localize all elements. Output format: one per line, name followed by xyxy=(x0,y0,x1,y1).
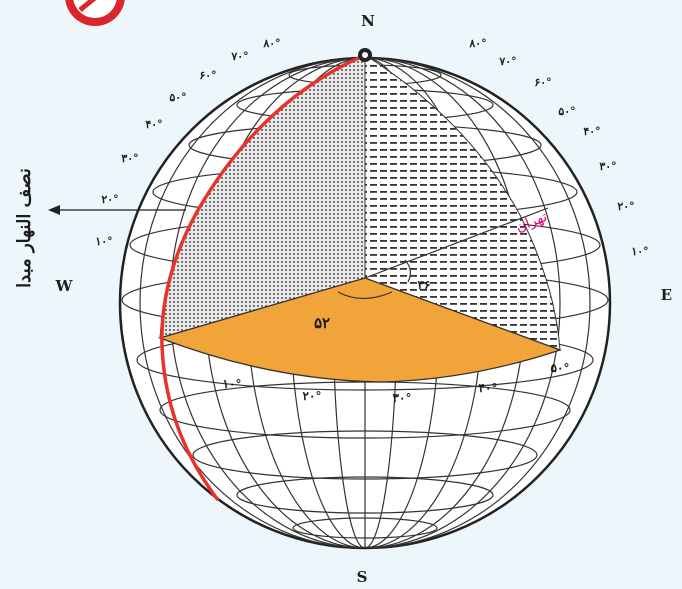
right-lat-label: ۳۰° xyxy=(599,160,616,173)
badge-icon xyxy=(65,0,125,26)
left-lat-label: ۳۰° xyxy=(121,152,138,165)
longitude-label: ۵۰° xyxy=(551,361,570,375)
longitude-label: ۴۰° xyxy=(479,381,498,395)
right-lat-label: ۸۰° xyxy=(468,37,486,50)
latitude-angle-label: ۳۶ xyxy=(418,278,431,292)
longitude-label: ۳۰° xyxy=(393,391,412,405)
north-pole-marker xyxy=(358,48,372,62)
right-lat-label: ۶۰° xyxy=(534,76,551,89)
east-label: E xyxy=(661,286,672,304)
right-lat-label: ۴۰° xyxy=(583,125,600,138)
left-lat-label: ۷۰° xyxy=(230,50,248,63)
right-lat-label: ۲۰° xyxy=(617,200,634,213)
right-lat-label: ۱۰° xyxy=(631,245,648,258)
left-lat-label: ۸۰° xyxy=(262,37,280,50)
left-lat-label: ۶۰° xyxy=(199,69,216,82)
left-lat-label: ۴۰° xyxy=(145,118,162,131)
west-label: W xyxy=(55,277,74,295)
right-lat-label: ۵۰° xyxy=(558,105,575,118)
arrow-head-icon xyxy=(48,205,60,215)
south-label: S xyxy=(357,568,368,586)
left-lat-label: ۱۰° xyxy=(95,235,112,248)
longitude-label: ۱۰° xyxy=(223,377,242,391)
longitude-label: ۲۰° xyxy=(303,389,322,403)
right-lat-label: ۷۰° xyxy=(498,55,516,68)
prime-meridian-label: نصف النهار مبدا xyxy=(14,168,35,288)
north-label: N xyxy=(361,12,375,30)
longitude-angle-label: ۵۲ xyxy=(314,314,330,332)
left-lat-label: ۲۰° xyxy=(101,193,118,206)
left-lat-label: ۵۰° xyxy=(169,91,186,104)
